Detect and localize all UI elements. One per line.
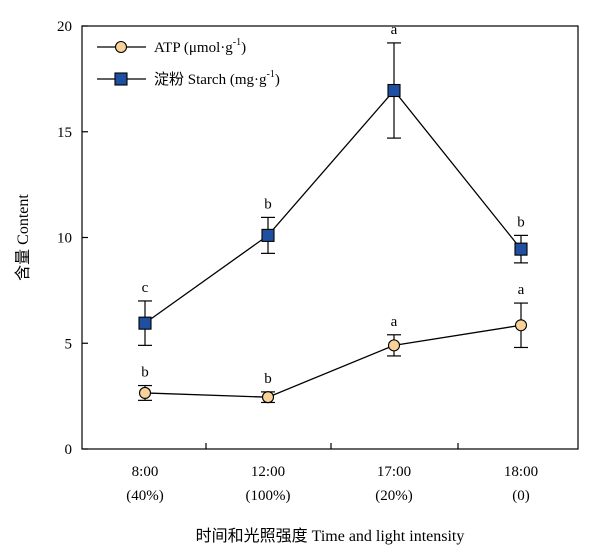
significance-label: b (517, 214, 525, 230)
x-axis-title: 时间和光照强度 Time and light intensity (196, 527, 465, 545)
significance-label: b (264, 371, 272, 387)
legend-label-sup: -1 (266, 69, 274, 80)
x-tick-label-light: (0) (512, 488, 530, 504)
plot-area (81, 25, 579, 450)
legend-marker (114, 40, 128, 54)
significance-label: a (391, 314, 398, 330)
legend: ATP (μmol·g-1)淀粉 Starch (mg·g-1) (97, 37, 280, 88)
data-point (138, 316, 152, 330)
significance-labels: b b a a c b a b (141, 22, 525, 387)
data-point (387, 83, 401, 98)
legend-label: 淀粉 Starch (mg·g-1) (154, 69, 280, 88)
y-tick-label: 15 (57, 125, 72, 141)
significance-label: b (264, 196, 272, 212)
legend-label-main: ATP (μmol·g (154, 40, 233, 56)
x-tick-label-light: (100%) (246, 488, 291, 504)
series-line (144, 89, 522, 324)
legend-label-main: 淀粉 Starch (mg·g (154, 71, 267, 88)
data-point (387, 339, 401, 352)
legend-label-tail: ) (241, 40, 246, 56)
legend-label: ATP (μmol·g-1) (154, 37, 246, 56)
data-point (514, 319, 528, 332)
legend-marker (114, 72, 128, 86)
significance-label: b (141, 365, 149, 381)
y-tick-label: 0 (65, 442, 73, 458)
legend-label-sup: -1 (233, 37, 241, 48)
x-tick-label-time: 8:00 (132, 464, 159, 480)
x-tick-label-light: (20%) (375, 488, 413, 504)
x-tick-label-time: 12:00 (251, 464, 285, 480)
y-tick-label: 5 (65, 336, 73, 352)
series-atp (138, 302, 528, 404)
legend-entry: 淀粉 Starch (mg·g-1) (97, 69, 280, 88)
legend-entry: ATP (μmol·g-1) (97, 37, 246, 56)
x-tick-label-time: 18:00 (504, 464, 538, 480)
significance-label: c (142, 280, 149, 296)
y-tick-label: 10 (57, 231, 72, 247)
data-point (261, 228, 275, 242)
data-point (514, 242, 528, 256)
data-point (261, 391, 275, 404)
series-layer (138, 42, 528, 404)
x-tick-label-time: 17:00 (377, 464, 411, 480)
data-point (138, 386, 152, 400)
x-tick-label-light: (40%) (126, 488, 164, 504)
y-tick-label: 20 (57, 19, 72, 35)
y-axis: 0 5 10 15 20 (57, 19, 88, 458)
plot-frame (81, 25, 579, 450)
x-axis: 8:00 (40%) 12:00 (100%) 17:00 (20%) 18:00 (0) (126, 443, 538, 504)
significance-label: a (391, 22, 398, 38)
y-axis-title: 含量 Content (14, 194, 32, 281)
series-starch (138, 42, 528, 346)
legend-label-tail: ) (275, 72, 280, 88)
series-line (144, 324, 522, 398)
significance-label: a (518, 282, 525, 298)
